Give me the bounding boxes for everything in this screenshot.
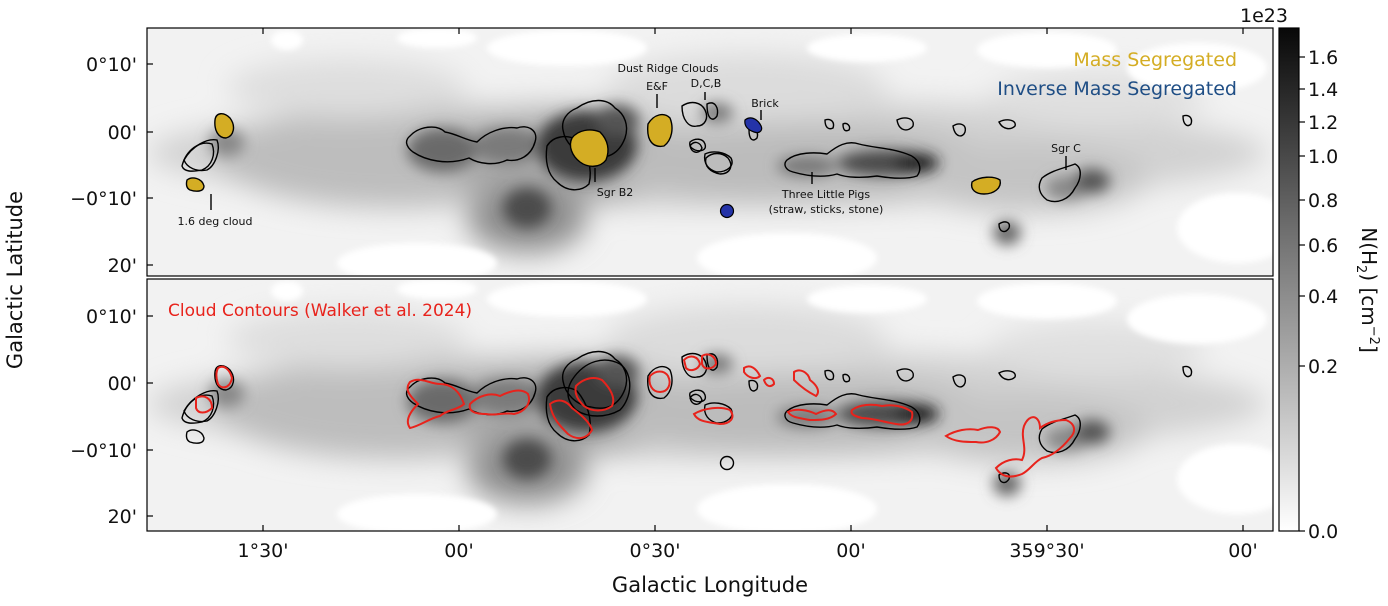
colorbar: 1.6 1.4 1.2 1.0 0.8 0.6 0.4 0.2 0.0 1e23… [1240,5,1381,543]
y-axis-label: Galactic Latitude [3,191,27,369]
x-tick-2: 0°30' [630,540,681,562]
label-three-little-pigs: Three Little Pigs [781,188,871,201]
colorbar-label: N(H2) [cm−2] [1353,227,1381,353]
top-panel: Mass Segregated Inverse Mass Segregated … [146,27,1274,277]
x-tick-4: 359°30' [1009,540,1084,562]
cbar-tick-7: 0.2 [1308,356,1338,378]
cbar-tick-1: 1.4 [1308,79,1338,101]
cbar-tick-2: 1.2 [1308,112,1338,134]
legend-mass-segregated: Mass Segregated [1073,49,1237,71]
x-tick-0: 1°30' [238,540,289,562]
label-sgrc: Sgr C [1051,142,1081,155]
cbar-tick-0: 1.6 [1308,47,1338,69]
x-tick-5: 00' [1228,540,1257,562]
inverse-mass-segregated-regions [719,117,763,219]
cbar-tick-5: 0.6 [1308,235,1338,257]
mass-segregated-regions [185,113,1001,195]
label-sgrb2: Sgr B2 [597,186,634,199]
cbar-tick-6: 0.4 [1308,286,1338,308]
y-tick-top-1: 00' [108,122,137,144]
y-tick-bot-1: 00' [108,373,137,395]
label-dcb: D,C,B [691,77,722,90]
red-cloud-contours [195,353,1076,478]
y-tick-bot-3: 20' [108,506,137,528]
x-tick-3: 00' [836,540,865,562]
y-axis-ticks [147,63,153,517]
label-brick: Brick [751,97,779,110]
y-tick-top-0: 0°10' [86,54,137,76]
x-axis-label: Galactic Longitude [612,573,808,597]
cbar-tick-8: 0.0 [1308,521,1338,543]
y-tick-bot-2: −0°10' [70,440,137,462]
label-dust-ridge: Dust Ridge Clouds [617,62,718,75]
annotations [210,92,1067,210]
cbar-offset-text: 1e23 [1240,5,1288,27]
label-1-6-deg-cloud: 1.6 deg cloud [177,215,252,228]
y-tick-top-3: 20' [108,255,137,277]
y-tick-top-2: −0°10' [70,188,137,210]
cbar-tick-4: 0.8 [1308,190,1338,212]
top-panel-frame [146,27,1274,277]
bottom-panel: Cloud Contours (Walker et al. 2024) [146,278,1274,532]
legend-cloud-contours: Cloud Contours (Walker et al. 2024) [168,301,472,321]
x-axis-ticks [262,28,1244,531]
cbar-tick-3: 1.0 [1308,146,1338,168]
x-tick-1: 00' [444,540,473,562]
y-tick-bot-0: 0°10' [86,306,137,328]
label-ef: E&F [646,80,668,93]
legend-inverse-mass-segregated: Inverse Mass Segregated [997,78,1237,100]
bottom-panel-frame [146,278,1274,532]
label-pigs-names: (straw, sticks, stone) [769,203,884,216]
